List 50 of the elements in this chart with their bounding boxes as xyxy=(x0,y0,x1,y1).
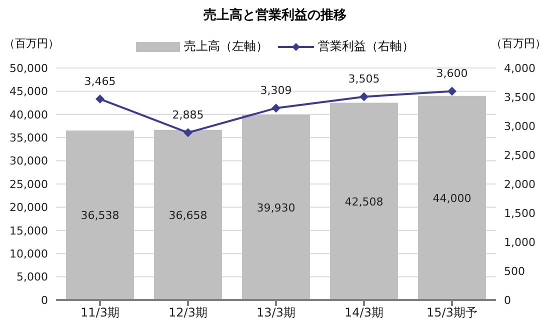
legend-label: 売上高（左軸） xyxy=(184,38,268,55)
y-tick-label: 15,000 xyxy=(10,224,48,238)
data-label: 44,000 xyxy=(432,192,472,205)
y2-tick-label: 3,500 xyxy=(504,90,536,104)
y-tick-label: 0 xyxy=(41,294,48,307)
bar xyxy=(154,130,222,300)
x-tick-label: 12/3期 xyxy=(168,306,208,320)
point xyxy=(96,94,104,104)
data-label: 42,508 xyxy=(344,195,384,208)
y-tick-label: 10,000 xyxy=(10,248,48,261)
data-label: 3,600 xyxy=(436,67,468,80)
x-tick-label: 15/3期予 xyxy=(426,306,478,320)
data-label: 3,465 xyxy=(84,75,116,88)
bar xyxy=(66,130,134,300)
data-label: 2,885 xyxy=(172,108,204,122)
y-tick-label: 35,000 xyxy=(10,132,48,145)
data-label: 3,505 xyxy=(348,72,380,86)
bar xyxy=(242,114,310,300)
x-tick-label: 13/3期 xyxy=(256,306,296,320)
point xyxy=(360,92,368,102)
y-tick-label: 25,000 xyxy=(10,178,48,191)
bar xyxy=(330,102,398,300)
y-tick-label: 5,000 xyxy=(16,270,48,284)
point xyxy=(272,104,280,113)
y2-tick-label: 4,000 xyxy=(504,62,536,75)
bar xyxy=(418,96,486,300)
x-tick-label: 14/3期 xyxy=(344,306,384,320)
point xyxy=(448,86,456,96)
y2-tick-label: 500 xyxy=(504,264,525,278)
legend-label: 営業利益（右軸） xyxy=(318,38,414,55)
y-tick-label: 20,000 xyxy=(10,201,48,214)
point xyxy=(184,128,192,138)
y-tick-label: 45,000 xyxy=(10,85,48,98)
y-tick-label: 50,000 xyxy=(10,62,48,75)
chart-title: 売上高と営業利益の推移 xyxy=(202,6,348,24)
y2-tick-label: 2,000 xyxy=(504,178,536,191)
y2-tick-label: 2,500 xyxy=(504,148,536,162)
data-label: 39,930 xyxy=(256,201,296,214)
data-label: 36,658 xyxy=(168,208,208,222)
y2-tick-label: 1,000 xyxy=(504,236,536,249)
y-axis-title: （百万円） xyxy=(4,36,59,51)
y2-tick-label: 1,500 xyxy=(504,206,536,220)
data-label: 3,309 xyxy=(260,84,292,98)
y2-axis-title: （百万円） xyxy=(491,36,546,51)
data-label: 36,538 xyxy=(80,209,120,222)
y2-tick-label: 3,000 xyxy=(504,120,536,133)
x-tick-label: 11/3期 xyxy=(80,306,120,320)
y-tick-label: 30,000 xyxy=(10,154,48,168)
y2-tick-label: 0 xyxy=(504,294,511,307)
y-tick-label: 40,000 xyxy=(10,108,48,122)
